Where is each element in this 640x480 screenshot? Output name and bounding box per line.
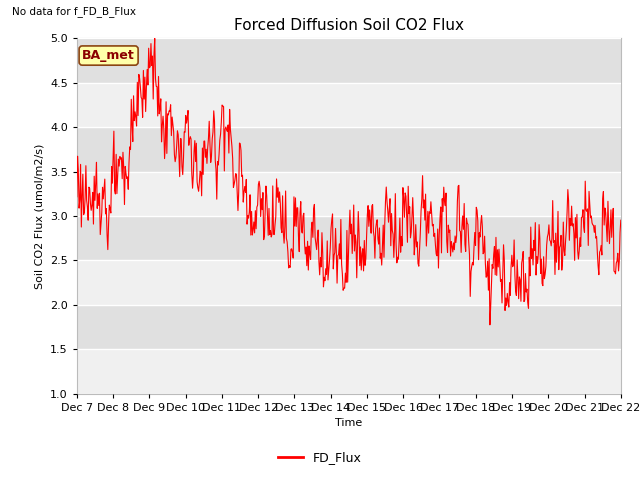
Bar: [77, 38, 621, 83]
Bar: [77, 216, 621, 260]
Bar: [77, 83, 621, 127]
X-axis label: Time: Time: [335, 418, 362, 428]
Bar: [77, 305, 621, 349]
Bar: [77, 349, 621, 394]
Bar: [77, 127, 621, 171]
Bar: [77, 172, 621, 216]
Text: No data for f_FD_B_Flux: No data for f_FD_B_Flux: [12, 6, 136, 17]
Legend: FD_Flux: FD_Flux: [273, 446, 367, 469]
Title: Forced Diffusion Soil CO2 Flux: Forced Diffusion Soil CO2 Flux: [234, 18, 464, 33]
Bar: [77, 260, 621, 305]
Text: BA_met: BA_met: [82, 49, 135, 62]
Y-axis label: Soil CO2 Flux (umol/m2/s): Soil CO2 Flux (umol/m2/s): [35, 144, 44, 288]
